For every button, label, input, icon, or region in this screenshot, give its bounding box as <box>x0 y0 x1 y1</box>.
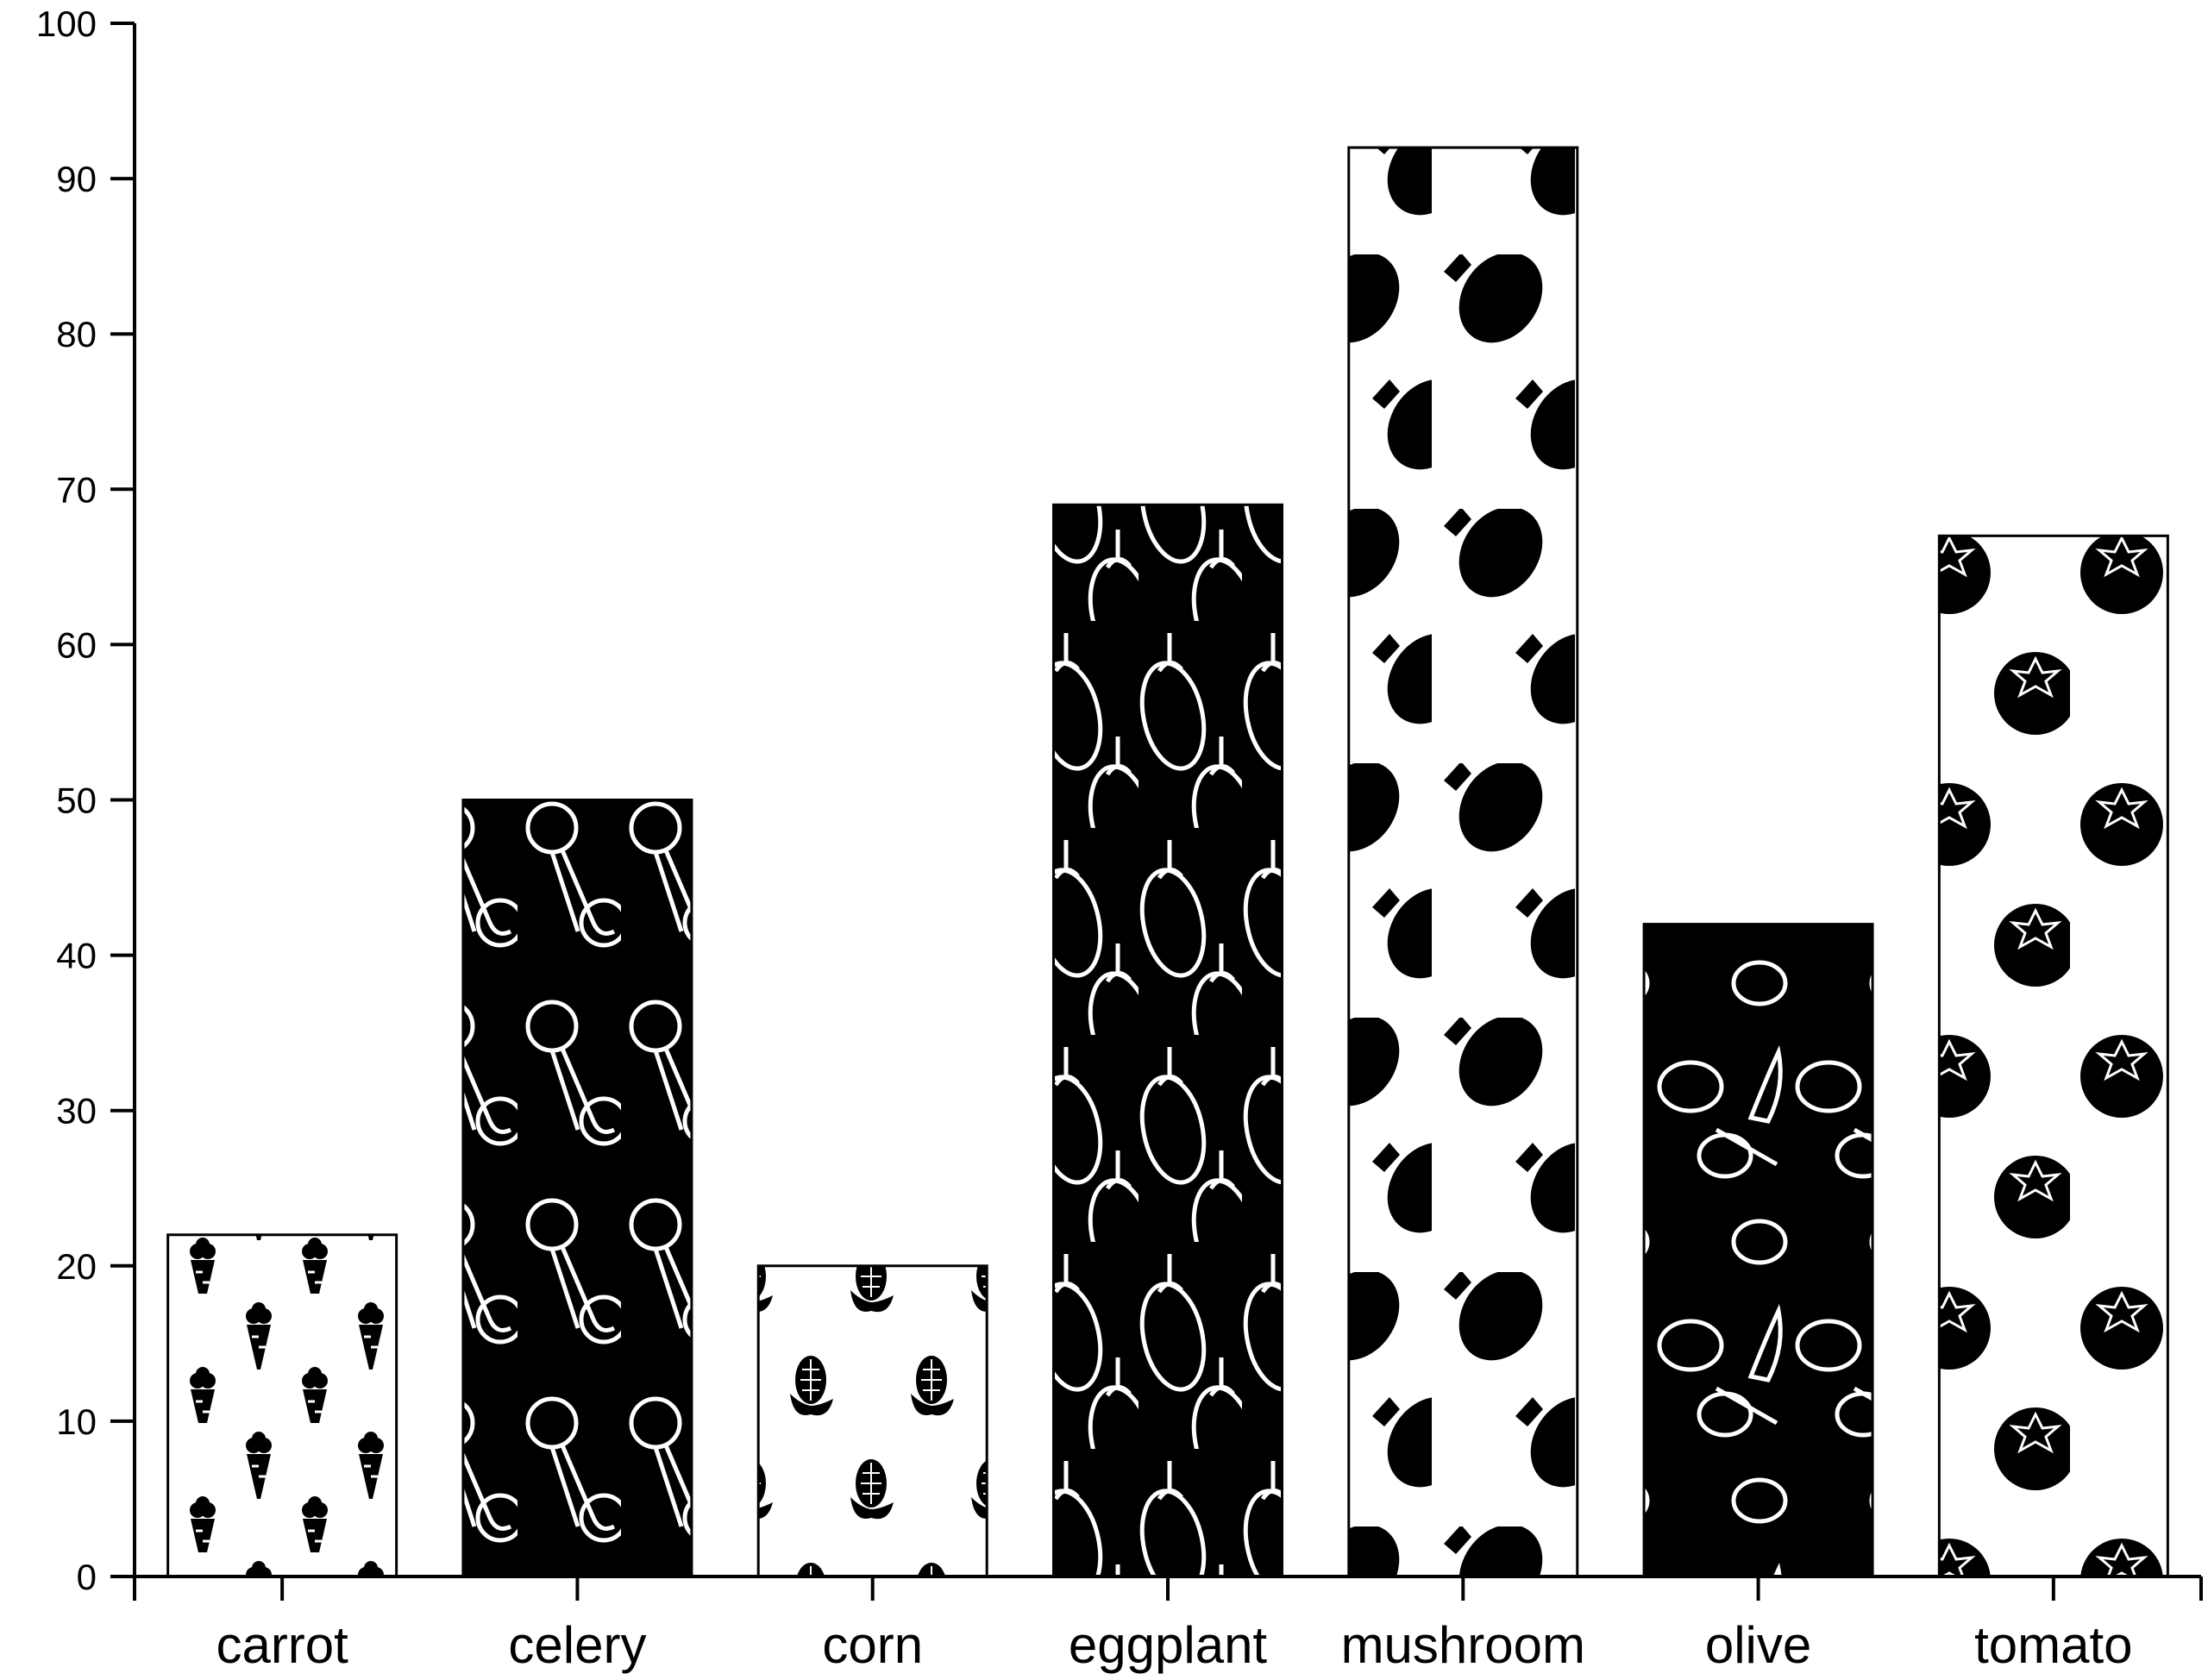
x-tick-label-celery: celery <box>508 1616 646 1674</box>
bar-corn <box>756 1264 988 1578</box>
bar-tomato <box>1937 534 2169 1578</box>
y-tick-label-0: 0 <box>77 1557 97 1597</box>
y-tick-label-70: 70 <box>56 469 97 510</box>
bar-mushroom <box>1347 146 1579 1578</box>
x-tick-label-corn: corn <box>822 1616 923 1674</box>
axes: carrot celery corn eggplant mushroom olive tom… <box>36 3 2203 1674</box>
y-tick-label-40: 40 <box>56 936 97 976</box>
x-tick-label-olive: olive <box>1705 1616 1811 1674</box>
y-tick-label-20: 20 <box>56 1246 97 1287</box>
x-tick-label-mushroom: mushroom <box>1341 1616 1585 1674</box>
y-tick-label-80: 80 <box>56 314 97 354</box>
x-tick-label-carrot: carrot <box>216 1616 348 1674</box>
y-tick-label-30: 30 <box>56 1091 97 1131</box>
bar-eggplant <box>1052 503 1283 1578</box>
bars <box>166 146 2169 1578</box>
bar-celery <box>461 799 693 1578</box>
bar-olive <box>1642 923 1874 1578</box>
y-tick-label-90: 90 <box>56 159 97 199</box>
x-tick-label-tomato: tomato <box>1974 1616 2132 1674</box>
y-tick-label-100: 100 <box>36 3 97 44</box>
x-tick-label-eggplant: eggplant <box>1069 1616 1268 1674</box>
y-tick-label-60: 60 <box>56 624 97 665</box>
bar-carrot <box>166 1233 398 1578</box>
y-tick-label-50: 50 <box>56 780 97 821</box>
y-tick-label-10: 10 <box>56 1401 97 1442</box>
